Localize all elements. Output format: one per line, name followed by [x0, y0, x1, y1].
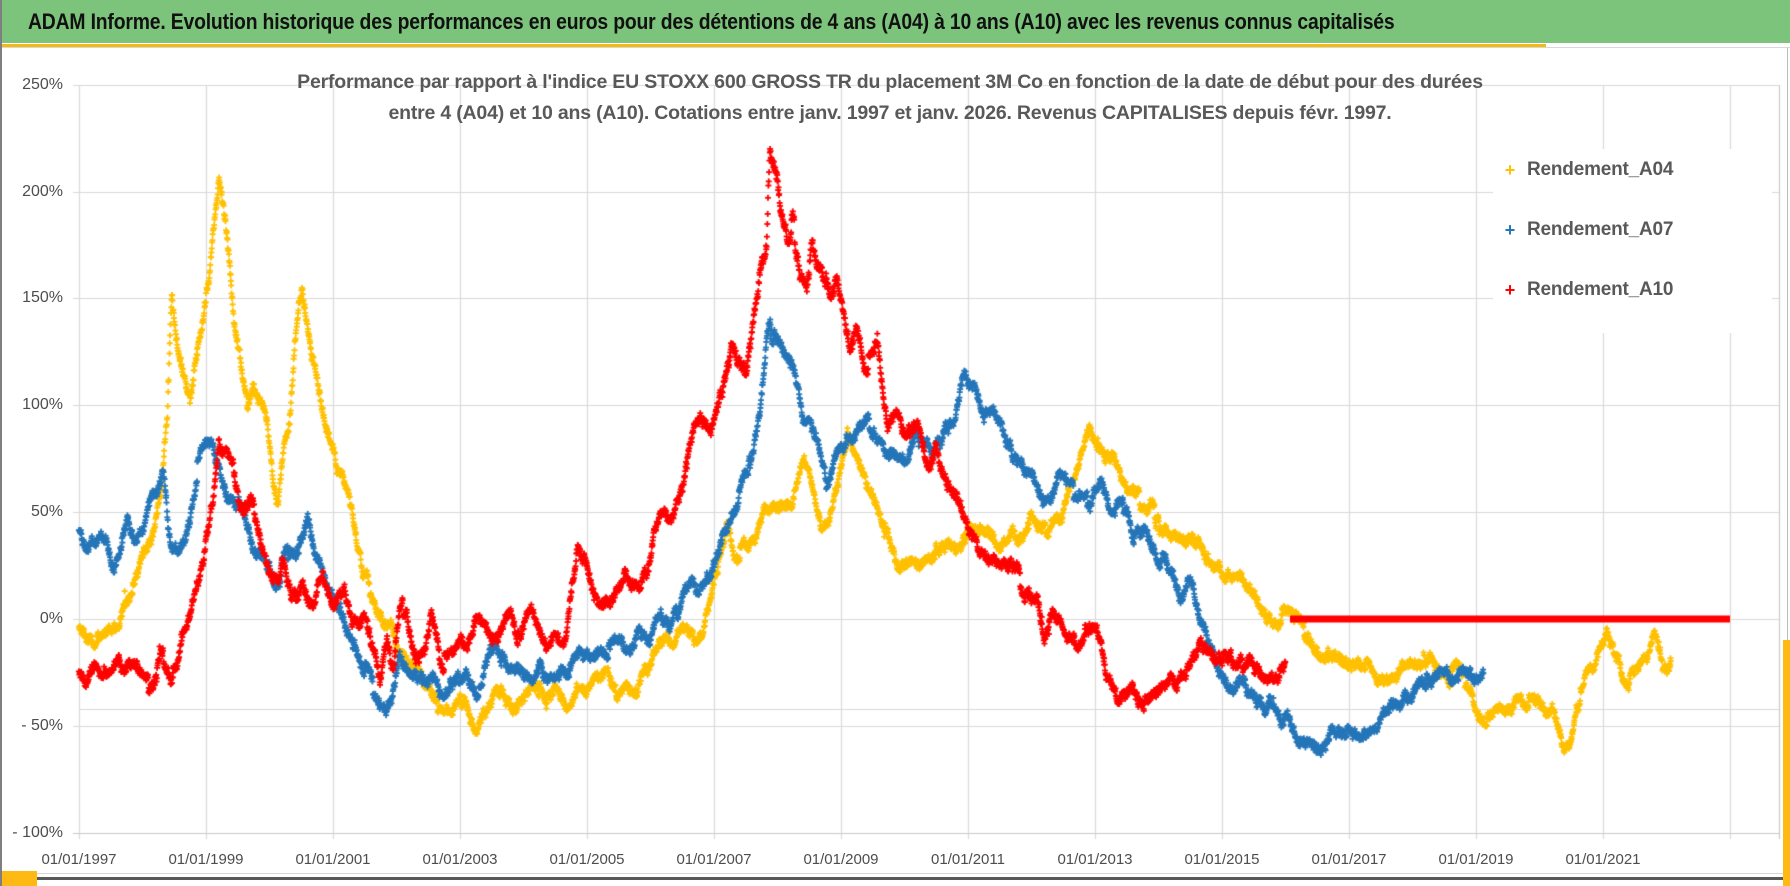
legend-label: Rendement_A07	[1527, 219, 1674, 240]
bottom-separator-dark	[0, 877, 1784, 880]
x-axis-tick-2003: 01/01/2003	[422, 851, 498, 868]
window-right-edge	[1787, 48, 1788, 640]
gold-accent-top	[0, 44, 1546, 47]
legend-item-Rendement_A04[interactable]: + Rendement_A04	[1493, 157, 1772, 183]
bottom-separator-light	[0, 873, 1790, 874]
y-axis-tick--100: - 100%	[12, 823, 63, 841]
legend-label: Rendement_A10	[1527, 279, 1674, 300]
chart-title: Performance par rapport à l'indice EU ST…	[40, 67, 1740, 129]
chart-title-line2: entre 4 (A04) et 10 ans (A10). Cotations…	[388, 102, 1392, 124]
gold-accent-corner	[0, 871, 37, 886]
legend-item-Rendement_A10[interactable]: + Rendement_A10	[1493, 277, 1772, 303]
y-axis-tick-200: 200%	[22, 182, 63, 200]
x-axis-tick-1999: 01/01/1999	[168, 851, 244, 868]
header-banner: ADAM Informe. Evolution historique des p…	[0, 0, 1790, 43]
y-axis-tick--50: - 50%	[21, 716, 63, 734]
chart-title-line1: Performance par rapport à l'indice EU ST…	[297, 71, 1483, 93]
x-axis-tick-2011: 01/01/2011	[931, 851, 1005, 868]
x-axis-tick-2017: 01/01/2017	[1311, 851, 1387, 868]
x-axis-tick-2015: 01/01/2015	[1184, 851, 1260, 868]
y-axis-tick-250: 250%	[22, 75, 63, 93]
x-axis-tick-1997: 01/01/1997	[41, 851, 117, 868]
gold-accent-right	[1783, 640, 1790, 886]
legend-marker-icon: +	[1504, 159, 1516, 180]
y-axis-tick-150: 150%	[22, 289, 63, 307]
legend-label: Rendement_A04	[1527, 159, 1674, 180]
x-axis-tick-2009: 01/01/2009	[803, 851, 879, 868]
x-axis-tick-2019: 01/01/2019	[1438, 851, 1514, 868]
x-axis-tick-2013: 01/01/2013	[1057, 851, 1133, 868]
header-separator	[0, 47, 1790, 48]
x-axis-tick-2021: 01/01/2021	[1565, 851, 1641, 868]
header-title: ADAM Informe. Evolution historique des p…	[28, 8, 1395, 34]
y-axis-tick-50: 50%	[30, 503, 63, 521]
legend-marker-icon: +	[1504, 279, 1516, 300]
x-axis-tick-2001: 01/01/2001	[295, 851, 371, 868]
x-axis-tick-2007: 01/01/2007	[676, 851, 752, 868]
legend-marker-icon: +	[1504, 219, 1516, 240]
x-axis-tick-2005: 01/01/2005	[549, 851, 625, 868]
legend-item-Rendement_A07[interactable]: + Rendement_A07	[1493, 217, 1772, 243]
legend: + Rendement_A04 + Rendement_A07 + Rendement_A…	[1493, 149, 1772, 333]
y-axis-tick-100: 100%	[22, 396, 63, 414]
window-left-edge	[0, 0, 2, 886]
y-axis-tick-0: 0%	[39, 610, 63, 627]
